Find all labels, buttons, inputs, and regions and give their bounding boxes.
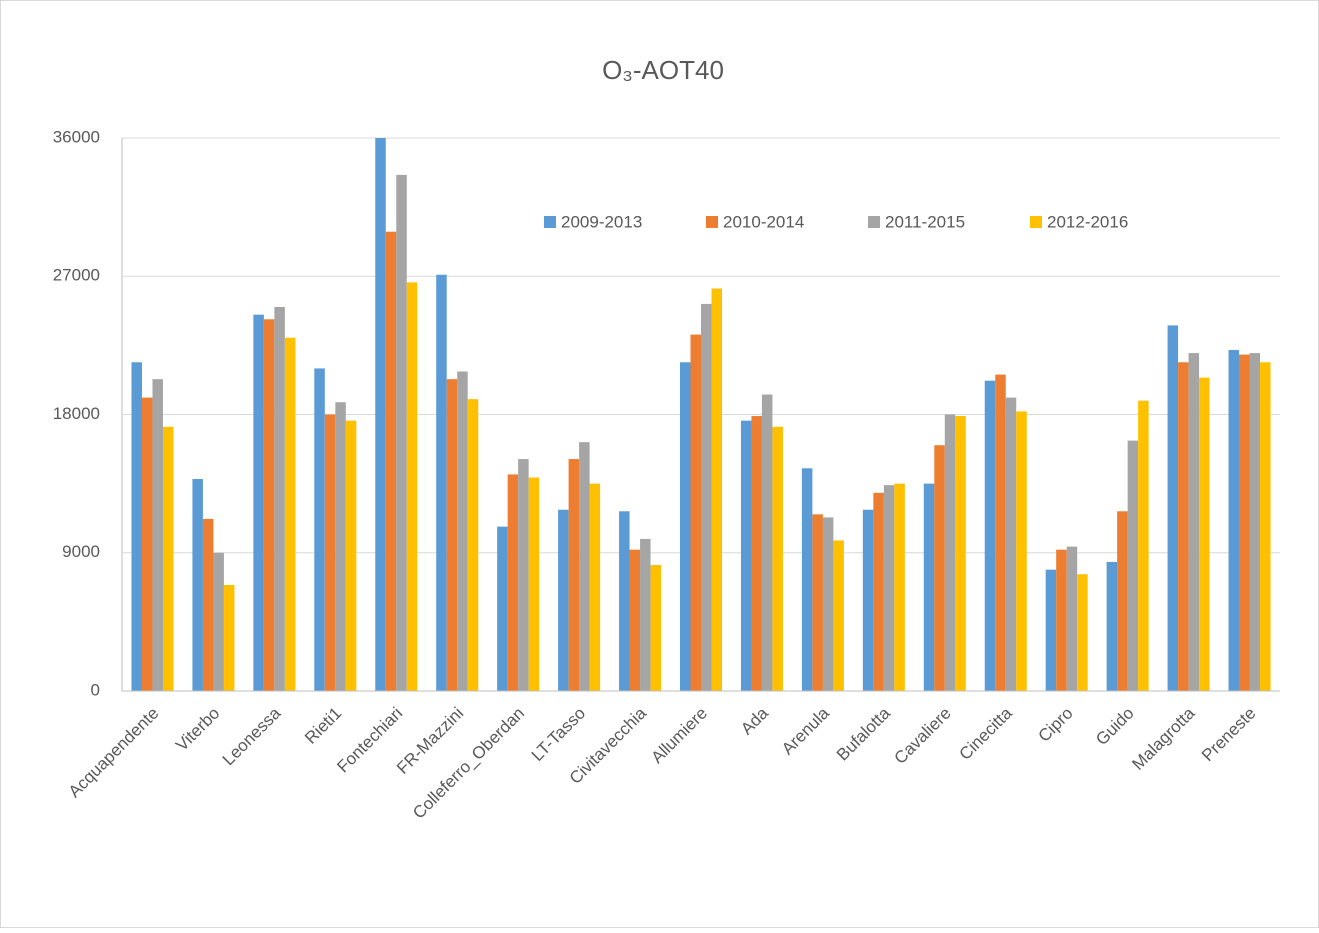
bar xyxy=(923,483,935,691)
bar xyxy=(1117,511,1128,691)
bar xyxy=(1178,362,1189,691)
bar xyxy=(324,414,336,691)
bar xyxy=(518,459,529,691)
bar xyxy=(202,518,214,691)
bar xyxy=(761,394,773,691)
bar xyxy=(141,397,153,691)
bar xyxy=(1138,400,1149,691)
bar xyxy=(457,371,468,691)
bar xyxy=(528,477,540,691)
bar xyxy=(650,565,662,691)
bar xyxy=(385,231,397,692)
bar xyxy=(396,174,407,691)
bar xyxy=(263,319,275,691)
bar xyxy=(152,379,163,691)
bar xyxy=(640,538,651,691)
bar xyxy=(883,485,895,691)
bar xyxy=(862,509,874,691)
legend-label: 2010-2014 xyxy=(723,212,804,231)
bar xyxy=(406,282,418,691)
bar xyxy=(223,585,235,691)
legend-label: 2011-2015 xyxy=(885,212,965,231)
bar xyxy=(497,526,508,691)
bar xyxy=(751,416,762,691)
bar xyxy=(894,483,905,691)
bar xyxy=(1005,397,1017,691)
bar xyxy=(335,402,346,691)
bar xyxy=(1016,411,1027,691)
bar xyxy=(274,306,285,691)
bar xyxy=(1249,353,1261,691)
bar xyxy=(1239,354,1250,691)
bar xyxy=(467,399,479,691)
bar xyxy=(944,414,956,691)
bar xyxy=(801,468,813,691)
bar xyxy=(446,379,458,691)
bar xyxy=(873,492,884,691)
y-tick-label: 27000 xyxy=(53,266,100,285)
bar xyxy=(740,420,752,691)
bar xyxy=(1260,362,1271,691)
bar xyxy=(314,368,325,691)
bar xyxy=(833,540,844,691)
bar xyxy=(1066,546,1078,691)
y-tick-label: 0 xyxy=(91,680,100,699)
bar xyxy=(131,362,142,691)
bar xyxy=(375,138,386,691)
legend-label: 2012-2016 xyxy=(1047,212,1128,231)
bar xyxy=(558,509,569,691)
bar xyxy=(629,549,641,691)
bar xyxy=(284,337,296,691)
y-tick-label: 18000 xyxy=(53,404,100,423)
bar xyxy=(1056,549,1067,691)
bar xyxy=(934,445,945,691)
bar xyxy=(162,426,174,691)
bar xyxy=(1045,569,1057,691)
legend-swatch xyxy=(706,216,718,228)
bar xyxy=(690,334,701,691)
bar xyxy=(984,380,996,691)
bar xyxy=(619,511,630,691)
bar xyxy=(253,314,264,691)
bar xyxy=(1077,574,1088,691)
bar xyxy=(1106,561,1118,691)
bar xyxy=(192,479,203,691)
bar xyxy=(568,459,580,691)
bar xyxy=(995,374,1006,691)
bar xyxy=(589,483,601,691)
bar xyxy=(579,442,590,691)
bar xyxy=(436,274,447,691)
bar xyxy=(1228,349,1240,691)
legend-swatch xyxy=(1030,216,1042,228)
y-tick-label: 9000 xyxy=(62,542,100,561)
bar xyxy=(507,474,519,691)
bar xyxy=(955,416,966,691)
bar xyxy=(812,514,823,691)
legend-label: 2009-2013 xyxy=(561,212,642,231)
bar xyxy=(701,303,712,691)
y-tick-label: 36000 xyxy=(53,127,100,146)
bar xyxy=(680,362,691,691)
bar xyxy=(772,426,783,691)
bar xyxy=(1199,377,1210,691)
legend-swatch xyxy=(868,216,880,228)
bar xyxy=(1167,325,1179,691)
chart-title: O₃-AOT40 xyxy=(602,55,724,85)
legend-swatch xyxy=(544,216,556,228)
bar xyxy=(1188,353,1200,691)
bar xyxy=(711,288,722,691)
bar xyxy=(1127,440,1139,691)
bar xyxy=(822,517,834,691)
bar xyxy=(213,552,224,691)
bar xyxy=(345,420,357,691)
